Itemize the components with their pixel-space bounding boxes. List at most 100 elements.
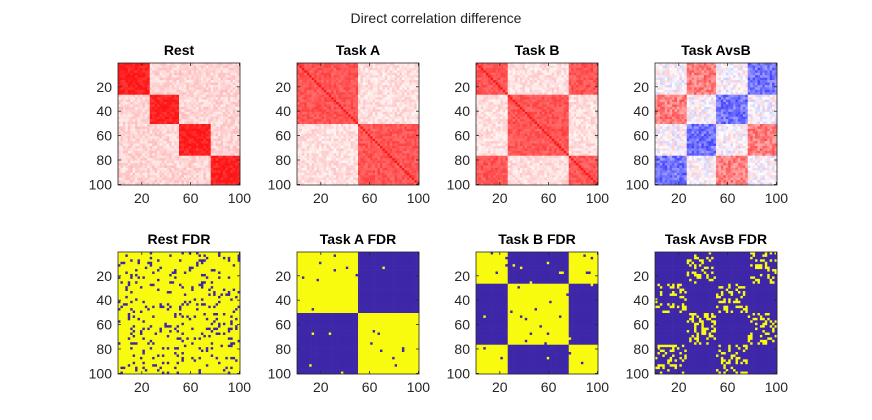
heatmap-cell <box>345 128 349 132</box>
heatmap-cell <box>382 177 386 181</box>
heatmap-cell <box>157 155 160 159</box>
heatmap-cell <box>299 70 303 74</box>
heatmap-cell <box>409 75 412 78</box>
heatmap-cell <box>340 145 344 149</box>
heatmap-cell <box>306 160 310 164</box>
heatmap-cell <box>348 126 351 130</box>
heatmap-cell <box>367 177 371 181</box>
heatmap-cell <box>301 84 305 88</box>
heatmap-cell <box>340 126 344 130</box>
heatmap-cell <box>142 148 146 152</box>
heatmap-cell <box>343 94 347 98</box>
heatmap-cell <box>179 177 182 181</box>
heatmap-cell <box>164 104 168 108</box>
heatmap-cell <box>309 89 312 93</box>
heatmap-cell <box>387 65 391 69</box>
heatmap-cell <box>144 165 148 169</box>
heatmap-cell <box>299 128 303 132</box>
heatmap-cell <box>372 180 376 183</box>
heatmap-cell <box>144 175 148 178</box>
heatmap-cell <box>358 119 361 122</box>
heatmap-cell <box>306 109 310 113</box>
heatmap-cell <box>213 104 216 108</box>
heatmap-cell <box>309 121 312 125</box>
heatmap-cell <box>345 82 349 86</box>
heatmap-cell <box>367 92 371 96</box>
heatmap-cell <box>389 80 393 83</box>
heatmap-cell <box>230 153 233 157</box>
heatmap-cell <box>375 126 378 130</box>
heatmap-cell <box>360 150 364 154</box>
heatmap-cell <box>333 119 337 122</box>
heatmap-cell <box>384 82 388 86</box>
heatmap-cell <box>135 111 138 115</box>
heatmap-cell <box>411 138 415 142</box>
heatmap-cell <box>237 160 241 164</box>
heatmap-cell <box>318 89 322 93</box>
heatmap-cell <box>411 163 415 166</box>
heatmap-cell <box>326 77 330 81</box>
heatmap-cell <box>218 111 221 115</box>
heatmap-cell <box>353 70 356 74</box>
heatmap-cell <box>220 155 224 159</box>
heatmap-cell <box>193 128 197 132</box>
heatmap-cell <box>137 87 141 91</box>
heatmap-cell <box>304 97 308 100</box>
heatmap-cell <box>399 148 403 152</box>
heatmap-cell <box>309 150 312 154</box>
heatmap-cell <box>362 180 366 183</box>
heatmap-cell <box>166 65 170 69</box>
heatmap-cell <box>411 111 415 115</box>
heatmap-cell <box>392 141 395 144</box>
heatmap-cell <box>230 180 233 183</box>
heatmap-cell <box>237 165 241 169</box>
heatmap-cell <box>397 106 400 110</box>
heatmap-cell <box>401 155 405 159</box>
heatmap-cell <box>375 143 378 147</box>
heatmap-cell <box>147 133 151 137</box>
heatmap-cell <box>191 145 194 149</box>
heatmap-cell <box>406 97 410 100</box>
heatmap-cell <box>358 170 361 174</box>
heatmap-cell <box>210 111 214 115</box>
heatmap-cell <box>237 114 241 117</box>
heatmap-cell <box>193 102 197 105</box>
heatmap-cell <box>333 167 337 171</box>
heatmap-cell <box>399 82 403 86</box>
heatmap-cell <box>350 104 354 108</box>
heatmap-cell <box>416 128 420 132</box>
heatmap-cell <box>171 143 175 147</box>
heatmap-cell <box>392 119 395 122</box>
heatmap-cell <box>122 126 126 130</box>
heatmap-cell <box>309 92 312 96</box>
heatmap-cell <box>401 133 405 137</box>
heatmap-cell <box>118 153 121 157</box>
heatmap-cell <box>237 182 241 186</box>
heatmap-cell <box>299 143 303 147</box>
heatmap-cell <box>358 72 361 76</box>
heatmap-cell <box>362 94 366 98</box>
heatmap-cell <box>304 116 308 120</box>
heatmap-cell <box>139 70 143 74</box>
heatmap-cell <box>384 77 388 81</box>
heatmap-cell <box>137 150 141 154</box>
heatmap-cell <box>186 175 190 178</box>
heatmap-cell <box>235 106 238 110</box>
heatmap-cell <box>213 77 216 81</box>
heatmap-cell <box>237 145 241 149</box>
heatmap-cell <box>331 67 334 71</box>
heatmap-cell <box>186 170 190 174</box>
heatmap-cell <box>203 138 207 142</box>
heatmap-cell <box>122 128 126 132</box>
heatmap-cell <box>169 138 172 142</box>
heatmap-cell <box>372 158 376 161</box>
heatmap-cell <box>222 126 226 130</box>
heatmap-cell <box>193 80 197 83</box>
heatmap-cell <box>355 150 359 154</box>
axes-box <box>117 62 241 186</box>
heatmap-cell <box>161 84 165 88</box>
heatmap-cell <box>392 102 395 105</box>
heatmap-cell <box>297 141 300 144</box>
heatmap-cell <box>161 141 165 144</box>
heatmap-cell <box>196 116 199 120</box>
